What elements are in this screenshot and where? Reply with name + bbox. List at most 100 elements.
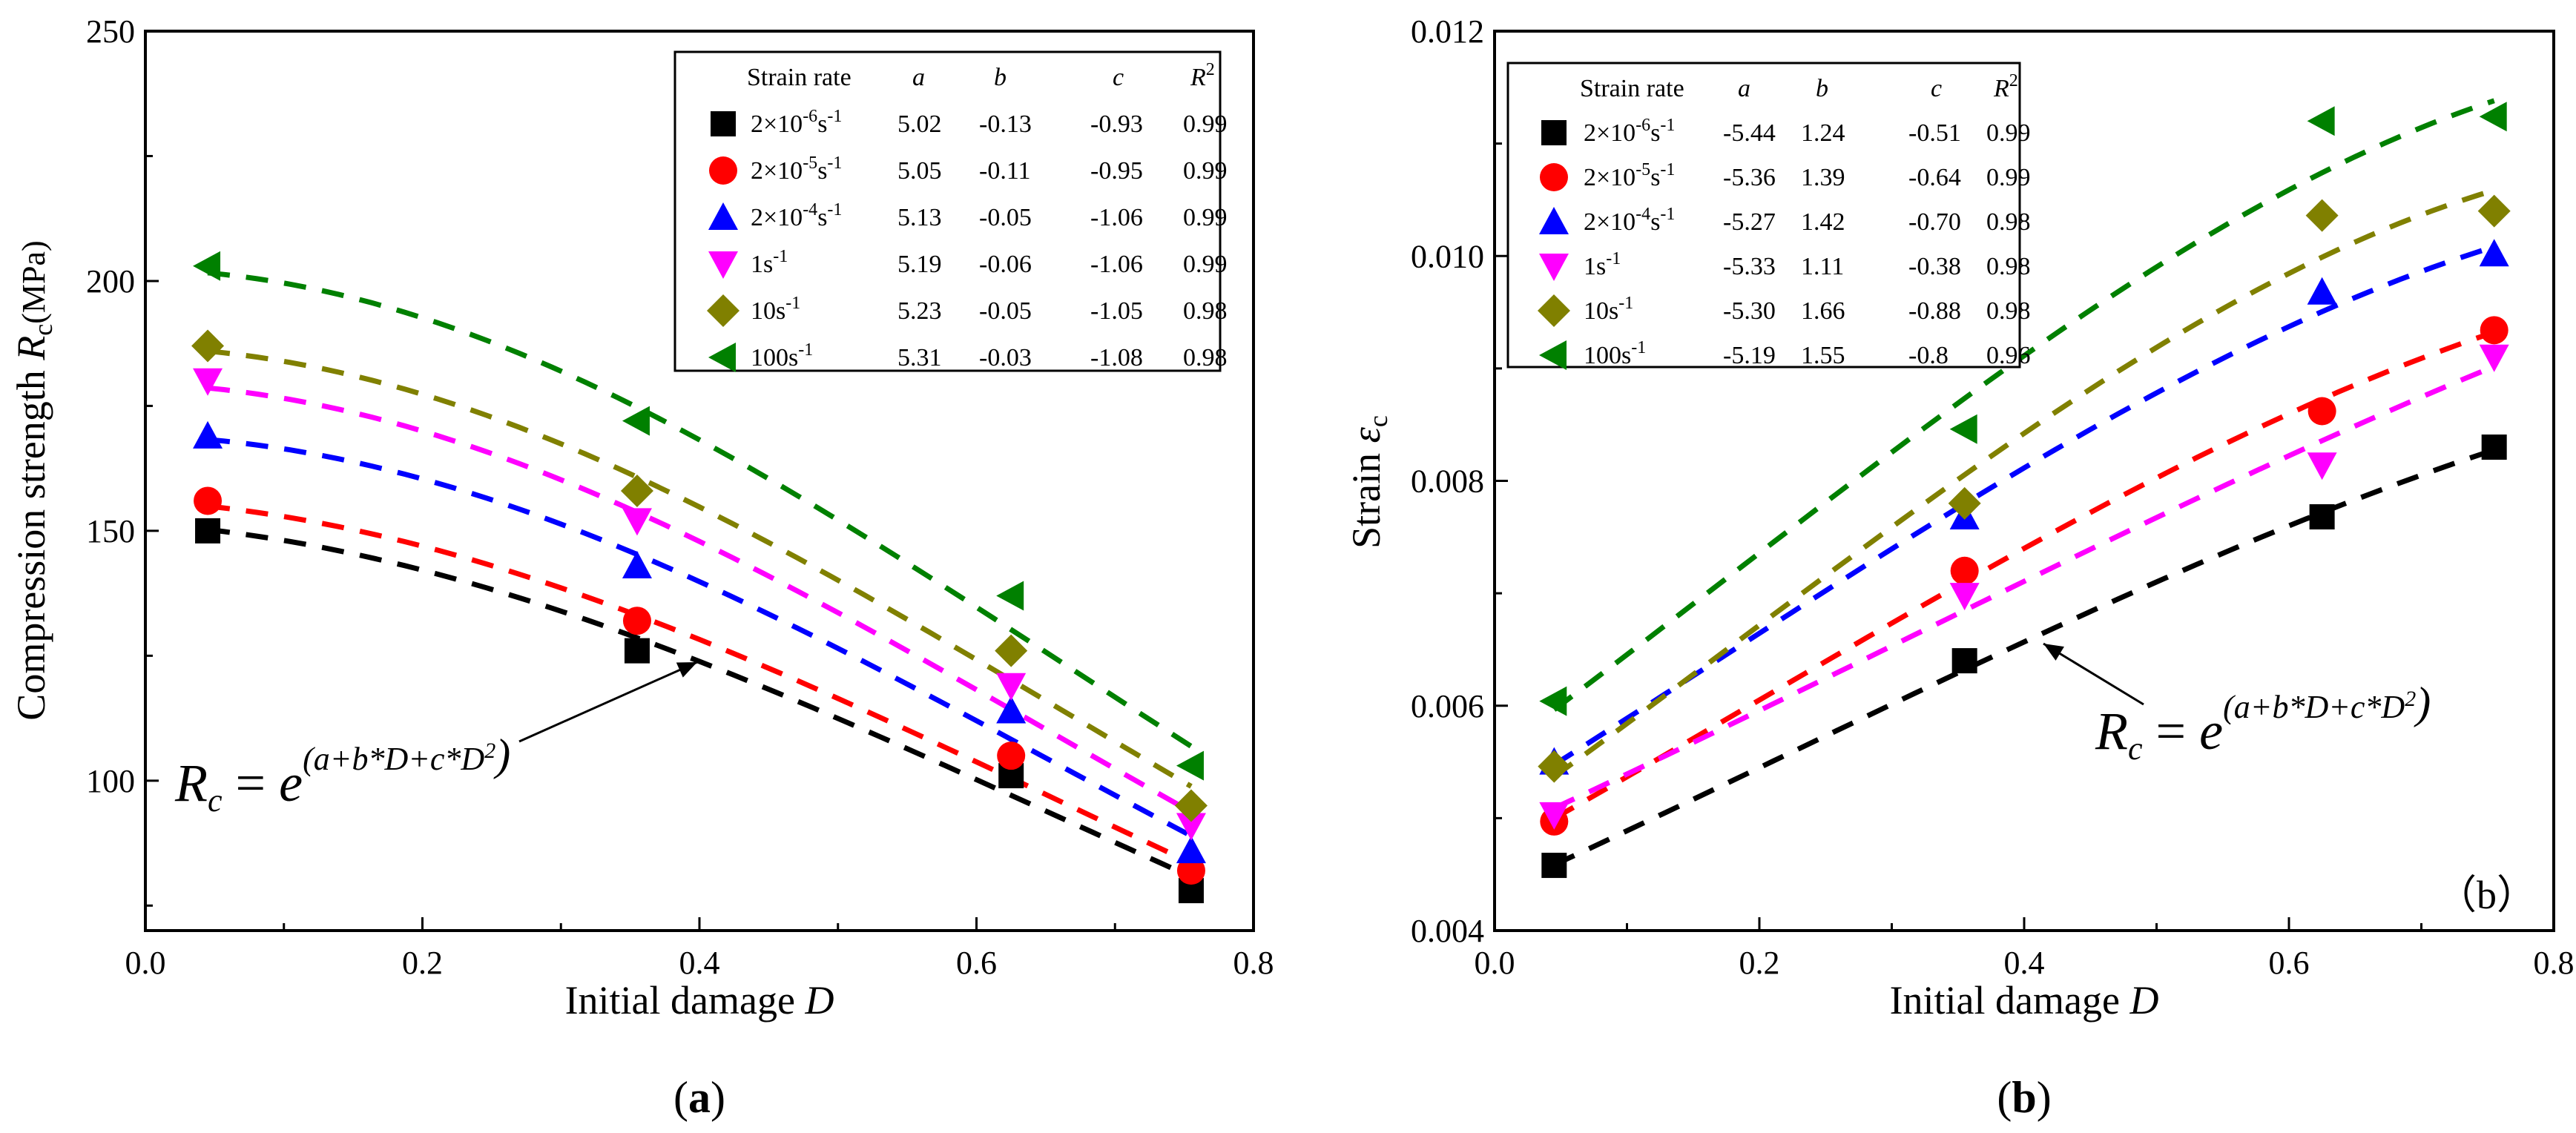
table-c-2: -0.70: [1908, 208, 1961, 236]
fit-equation: Rc = e(a+b*D+c*D2): [2095, 678, 2431, 767]
table-c-3: -0.38: [1908, 253, 1961, 280]
fit-curve-5: [1552, 98, 2495, 712]
rate-base: 100: [1584, 342, 1621, 369]
legend-marker-2: [1539, 207, 1569, 234]
rate-unit-exp: -1: [1660, 205, 1675, 224]
legend-marker-5: [1539, 340, 1567, 370]
table-b-2: 1.42: [1801, 208, 1845, 236]
eq-exponent: (a+b*D+c*D: [303, 741, 484, 777]
fit-curve-2: [207, 437, 1193, 839]
rate-exp: -6: [803, 107, 817, 126]
x-tick-label: 0.6: [956, 945, 997, 981]
x-axis-label-var: D: [804, 978, 834, 1023]
panel-label-letter: b: [2012, 1073, 2036, 1122]
table-c-1: -0.95: [1090, 157, 1143, 185]
rate-unit: s: [763, 251, 773, 278]
rate-unit-exp: -1: [798, 340, 813, 360]
fit-curve-0: [1552, 447, 2495, 868]
eq-lhs-sub: c: [2128, 730, 2143, 767]
data-point-5-3: [2479, 102, 2507, 132]
x-tick-label: 0.6: [2269, 945, 2310, 981]
data-point-4-2: [2305, 199, 2339, 232]
panel-a: 0.0 0.2 0.4 0.6 0.8 100 150 200 250 Initial damag…: [9, 13, 1274, 1122]
table-c-0: -0.51: [1908, 119, 1961, 147]
table-c-1: -0.64: [1908, 164, 1961, 191]
table-r2-3: 0.98: [1986, 253, 2031, 280]
arrow-line: [2043, 642, 2144, 706]
x-tick-label: 0.4: [679, 945, 720, 981]
y-tick-label: 100: [86, 763, 135, 799]
rate-unit: s: [817, 157, 827, 185]
y-tick-label: 0.012: [1411, 13, 1484, 50]
table-c-5: -1.08: [1090, 344, 1143, 371]
rate-unit-exp: -1: [1606, 249, 1621, 268]
x-axis-label: Initial damage D: [565, 978, 834, 1023]
data-point-3-2: [996, 673, 1027, 701]
x-tick-label: 0.4: [2004, 945, 2045, 981]
rate-unit: s: [1650, 164, 1660, 191]
data-point-0-2: [2309, 504, 2335, 530]
table-r2-2: 0.99: [1183, 204, 1228, 231]
legend-marker-1: [1540, 163, 1568, 191]
legend-marker-3: [1539, 254, 1569, 281]
fit-curve-1: [1552, 329, 2495, 821]
data-point-3-0: [193, 368, 223, 396]
y-tick-label: 150: [86, 513, 135, 549]
data-point-4-1: [1948, 486, 1981, 520]
legend-marker-0: [1541, 120, 1567, 145]
table-rate-3: 1s-1: [1584, 249, 1621, 280]
table-rate-2: 2×10-4s-1: [1584, 205, 1675, 236]
eq-lhs: R: [174, 753, 208, 813]
inner-panel-label: （b）: [2437, 873, 2537, 917]
data-point-4-0: [1538, 750, 1571, 783]
legend-marker-1: [709, 156, 737, 185]
table-a-3: -5.33: [1723, 253, 1776, 280]
table-header-r: R: [1993, 75, 2009, 102]
table-b-5: 1.55: [1801, 342, 1845, 369]
fit-curve-4: [1552, 188, 2495, 779]
eq-exp-sup: 2: [2405, 687, 2416, 711]
rate-base: 1: [1584, 253, 1596, 280]
rate-base: 2×10: [751, 110, 803, 138]
legend-marker-4: [1538, 294, 1570, 327]
rate-exp: -5: [803, 153, 817, 173]
data-point-3-1: [1949, 583, 1980, 611]
x-tick-label: 0.8: [1233, 945, 1274, 981]
rate-base: 1: [751, 251, 763, 278]
table-b-2: -0.05: [979, 204, 1032, 231]
table-c-2: -1.06: [1090, 204, 1143, 231]
arrow-head: [676, 662, 697, 678]
rate-unit-exp: -1: [1631, 338, 1646, 357]
table-r2-5: 0.98: [1183, 344, 1228, 371]
table-a-5: -5.19: [1723, 342, 1776, 369]
y-axis-label-sub: c: [1363, 415, 1393, 427]
rate-unit-exp: -1: [785, 294, 800, 313]
rate-base: 100: [751, 344, 788, 371]
table-c-0: -0.93: [1090, 110, 1143, 138]
y-tick-label: 0.004: [1411, 913, 1484, 949]
rate-unit: s: [1650, 208, 1660, 236]
data-point-3-3: [1176, 813, 1206, 841]
table-rate-2: 2×10-4s-1: [751, 200, 842, 231]
rate-unit-exp: -1: [1660, 116, 1675, 135]
table-b-4: -0.05: [979, 297, 1032, 325]
table-a-1: 5.05: [897, 157, 942, 185]
x-axis-label-text: Initial damage: [565, 978, 806, 1023]
eq-equals: =: [2143, 701, 2200, 761]
y-axis-label-var: R: [9, 336, 53, 361]
data-point-4-3: [2477, 194, 2511, 228]
table-a-0: 5.02: [897, 110, 942, 138]
y-axis-label-sub: c: [28, 324, 58, 336]
table-header-c: c: [1931, 75, 1942, 102]
data-point-0-3: [2481, 435, 2507, 460]
data-point-0-0: [1541, 853, 1567, 879]
data-point-0-1: [624, 638, 650, 664]
table-header-b: b: [1816, 75, 1828, 102]
data-point-5-1: [1949, 414, 1977, 444]
x-axis-label: Initial damage D: [1890, 978, 2159, 1023]
rate-exp: -5: [1635, 160, 1650, 179]
eq-lhs: R: [2095, 701, 2128, 761]
rate-unit: s: [817, 110, 827, 138]
table-a-4: 5.23: [897, 297, 942, 325]
data-point-5-0: [193, 251, 221, 281]
